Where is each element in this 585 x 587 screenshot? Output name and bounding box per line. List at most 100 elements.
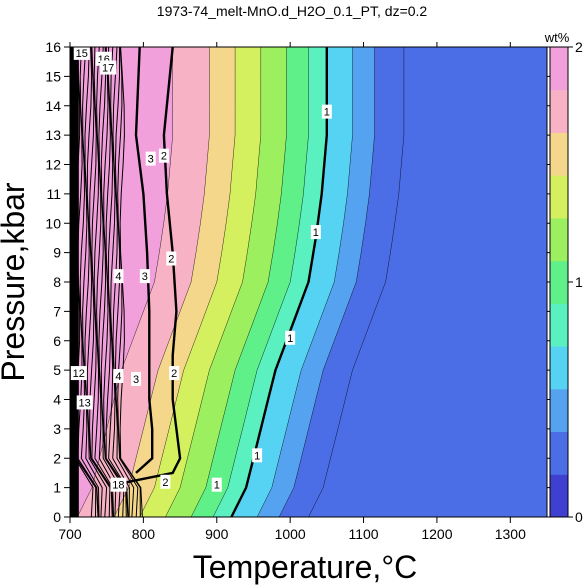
x-tick-label: 700 xyxy=(58,526,82,542)
dense-contour xyxy=(79,47,100,517)
contour-label: 15 xyxy=(73,47,90,60)
y-tick-label: 7 xyxy=(53,303,61,319)
dense-edge xyxy=(70,47,79,517)
contour-label: 4 xyxy=(113,369,124,383)
y-tick-label: 15 xyxy=(45,68,61,84)
colorbar-swatch xyxy=(550,217,568,262)
y-tick-label: 10 xyxy=(45,215,61,231)
contour-label-box xyxy=(100,60,117,75)
y-tick-label: 0 xyxy=(53,509,61,525)
contour-label: 13 xyxy=(76,395,93,410)
contour-label: 17 xyxy=(100,60,117,75)
contour-label: 2 xyxy=(169,366,180,381)
y-tick-label: 6 xyxy=(53,333,61,349)
contour-label: 18 xyxy=(110,477,127,492)
chart-title: 1973-74_melt-MnO.d_H2O_0.1_PT, dz=0.2 xyxy=(157,3,428,19)
contour-label-box xyxy=(211,477,222,492)
y-tick-label: 11 xyxy=(46,186,61,202)
dense-contour xyxy=(98,47,121,517)
contour-label-text: 1 xyxy=(287,333,293,345)
contour-line-3 xyxy=(134,47,154,474)
x-tick-label: 800 xyxy=(132,526,156,542)
colorbar-tick-label: 1 xyxy=(575,274,583,290)
colorbar-swatch xyxy=(550,474,568,518)
colorbar-swatch xyxy=(550,303,568,347)
contour-label-text: 13 xyxy=(79,397,91,409)
contour-label-box xyxy=(285,330,296,345)
contour-label-text: 3 xyxy=(148,154,154,166)
contour-label-text: 2 xyxy=(161,151,167,163)
y-axis-title: Pressure,kbar xyxy=(0,182,31,382)
colorbar-title: wt% xyxy=(544,30,570,45)
y-tick-label: 8 xyxy=(53,274,61,290)
contour-label: 1 xyxy=(211,477,222,492)
colorbar-swatch xyxy=(550,346,568,390)
contour-label-text: 2 xyxy=(168,254,174,266)
contour-label-box xyxy=(310,225,321,240)
contour-label-box xyxy=(131,371,142,386)
contour-label: 1 xyxy=(321,104,332,119)
dense-contour xyxy=(91,47,114,517)
contour-label: 2 xyxy=(160,474,171,489)
colorbar-swatch xyxy=(550,431,568,475)
contour-label-text: 1 xyxy=(324,107,330,119)
dense-contour xyxy=(82,47,103,517)
contour-label: 3 xyxy=(145,151,156,166)
y-tick-label: 13 xyxy=(45,127,61,143)
x-axis: 700 800 900 1000 1100 1200 1300 xyxy=(58,42,526,542)
contour-label-text: 1 xyxy=(313,227,319,239)
contour-label-box xyxy=(113,369,124,383)
contour-label-box xyxy=(113,269,124,284)
colorbar: 0 1 2 xyxy=(549,39,583,525)
colorbar-swatch xyxy=(550,89,568,133)
x-tick-label: 1300 xyxy=(495,526,526,542)
contour-label-box xyxy=(158,148,169,163)
contour-label-text: 17 xyxy=(102,63,114,75)
dense-contour xyxy=(105,47,129,517)
colorbar-swatch xyxy=(550,132,568,176)
contour-label-text: 2 xyxy=(162,477,168,489)
contour-label-text: 4 xyxy=(115,371,121,383)
contour-label-box xyxy=(160,474,171,489)
contour-label-text: 4 xyxy=(115,271,121,283)
contour-label-box xyxy=(139,269,150,284)
contour-label-box xyxy=(110,477,127,492)
contour-label: 1 xyxy=(310,225,321,240)
dense-contour xyxy=(110,47,130,517)
contour-label-text: 3 xyxy=(142,271,148,283)
x-tick-label: 1200 xyxy=(421,526,452,542)
colorbar-swatch xyxy=(550,47,568,91)
colorbar-swatch xyxy=(550,175,568,219)
dense-contour xyxy=(93,47,115,517)
y-tick-label: 14 xyxy=(45,98,61,114)
contour-label: 3 xyxy=(131,371,142,386)
x-tick-label: 1100 xyxy=(348,526,378,542)
contour-label-box xyxy=(70,366,87,381)
y-tick-label: 12 xyxy=(45,157,61,173)
dense-contour xyxy=(86,47,111,517)
contour-label-text: 18 xyxy=(112,480,124,492)
contour-label: 2 xyxy=(158,148,169,163)
color-bands xyxy=(70,47,547,517)
colorbar-swatch xyxy=(550,388,568,433)
x-tick-label: 900 xyxy=(205,526,229,542)
contour-label-text: 3 xyxy=(133,374,139,386)
contour-label: 1 xyxy=(285,330,296,345)
y-tick-label: 5 xyxy=(53,362,61,378)
contour-label-box xyxy=(166,251,177,266)
colorbar-swatch xyxy=(550,260,568,304)
contour-label-text: 1 xyxy=(254,450,260,462)
y-tick-label: 4 xyxy=(53,392,61,408)
dense-contour xyxy=(96,47,117,517)
contour-label-text: 2 xyxy=(171,368,177,380)
contour-label-box xyxy=(73,47,90,60)
contour-label: 4 xyxy=(113,269,124,284)
x-tick-label: 1000 xyxy=(275,526,306,542)
colorbar-tick-label: 2 xyxy=(575,39,583,55)
contour-label-text: 15 xyxy=(76,48,88,60)
contour-label-box xyxy=(169,366,180,381)
contour-label-box xyxy=(145,151,156,166)
